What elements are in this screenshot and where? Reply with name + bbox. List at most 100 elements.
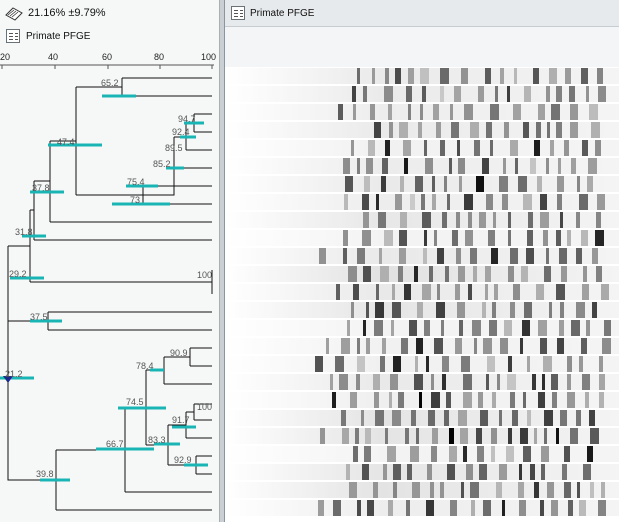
node-label: 94.7 [178, 114, 196, 124]
gel-band [571, 320, 580, 336]
similarity-icon[interactable] [4, 5, 24, 22]
gel-band [581, 338, 587, 354]
gel-band [414, 266, 418, 282]
gel-band [437, 248, 444, 264]
gel-band [432, 194, 436, 210]
gel-band [589, 410, 595, 426]
gel-band [496, 482, 502, 498]
gel-band [352, 86, 356, 102]
gel-band [436, 122, 441, 138]
gel-band [514, 68, 517, 84]
gel-band [382, 158, 388, 174]
gel-band [449, 446, 457, 462]
gel-band [534, 428, 537, 444]
gel-band [591, 122, 600, 138]
gel-band [587, 446, 593, 462]
gel-band [491, 428, 497, 444]
gel-band [415, 176, 423, 192]
gel-band [416, 338, 423, 354]
node-labels: 65.2 94.7 92.4 89.5 47.4 85.2 75.4 73 37… [5, 78, 212, 479]
gel-band [350, 392, 357, 408]
gel-band [375, 410, 384, 426]
gel-band [473, 266, 477, 282]
gel-lanes[interactable] [225, 68, 619, 522]
gel-band [336, 284, 340, 300]
gel-band [422, 86, 426, 102]
dendrogram-tree[interactable]: 65.2 94.7 92.4 89.5 47.4 85.2 75.4 73 37… [0, 0, 219, 522]
experiment-title: Primate PFGE [250, 8, 315, 19]
gel-lane [225, 158, 619, 174]
gel-band [479, 212, 486, 228]
gel-experiment-icon[interactable] [6, 29, 20, 43]
gel-band [513, 284, 520, 300]
gel-band [595, 230, 604, 246]
node-label: 65.2 [101, 78, 119, 88]
gel-band [388, 500, 393, 516]
similarity-scale: 20 40 60 80 100 [0, 52, 219, 66]
gel-band [536, 122, 541, 138]
gel-band [390, 374, 398, 390]
gel-band [540, 194, 547, 210]
gel-band [403, 140, 411, 156]
gel-band [556, 230, 561, 246]
gel-band [351, 302, 354, 318]
gel-band [568, 500, 573, 516]
gel-band [472, 320, 481, 336]
node-label: 85.2 [153, 159, 171, 169]
gel-band [488, 230, 495, 246]
gel-band [364, 176, 370, 192]
gel-band [434, 230, 437, 246]
node-label: 37.5 [30, 312, 48, 322]
gel-band [406, 500, 410, 516]
node-label: 100 [197, 402, 212, 412]
gel-band [476, 428, 482, 444]
gel-band [470, 248, 477, 264]
node-label: 89.5 [165, 143, 183, 153]
gel-band [491, 446, 495, 462]
gel-band [541, 464, 545, 480]
gel-band [440, 86, 444, 102]
gel-band [597, 194, 605, 210]
gel-band [508, 428, 512, 444]
gel-experiment-icon[interactable] [231, 6, 245, 20]
gel-band [392, 302, 401, 318]
gel-band [457, 302, 465, 318]
gel-band [442, 374, 446, 390]
gel-band [533, 68, 539, 84]
gel-band [486, 194, 493, 210]
gel-band [499, 410, 502, 426]
gel-band [510, 140, 518, 156]
gel-band [552, 392, 557, 408]
node-label: 31.8 [15, 227, 33, 237]
gel-band [577, 482, 580, 498]
gel-band [388, 104, 392, 120]
gel-band [410, 446, 419, 462]
gel-band [604, 320, 611, 336]
gel-band [449, 158, 452, 174]
gel-band [492, 302, 496, 318]
gel-band [486, 122, 492, 138]
node-label: 90.9 [170, 348, 188, 358]
gel-band [494, 284, 498, 300]
gel-band [540, 212, 549, 228]
gel-lane [225, 302, 619, 318]
gel-band [551, 104, 560, 120]
gel-band [490, 104, 499, 120]
node-label: 21.2 [5, 369, 23, 379]
gel-lane [225, 86, 619, 102]
gel-band [431, 392, 440, 408]
gel-band [454, 86, 461, 102]
gel-band [485, 284, 488, 300]
gel-band [342, 428, 349, 444]
gel-band [567, 392, 575, 408]
gel-band [562, 464, 567, 480]
gel-band [460, 428, 468, 444]
gel-band [362, 464, 369, 480]
gel-band [556, 86, 562, 102]
gel-band [418, 122, 422, 138]
gel-band [428, 410, 435, 426]
gel-band [450, 104, 453, 120]
gel-lane [225, 500, 619, 516]
gel-band [527, 230, 533, 246]
splitter-handle[interactable] [219, 0, 225, 522]
